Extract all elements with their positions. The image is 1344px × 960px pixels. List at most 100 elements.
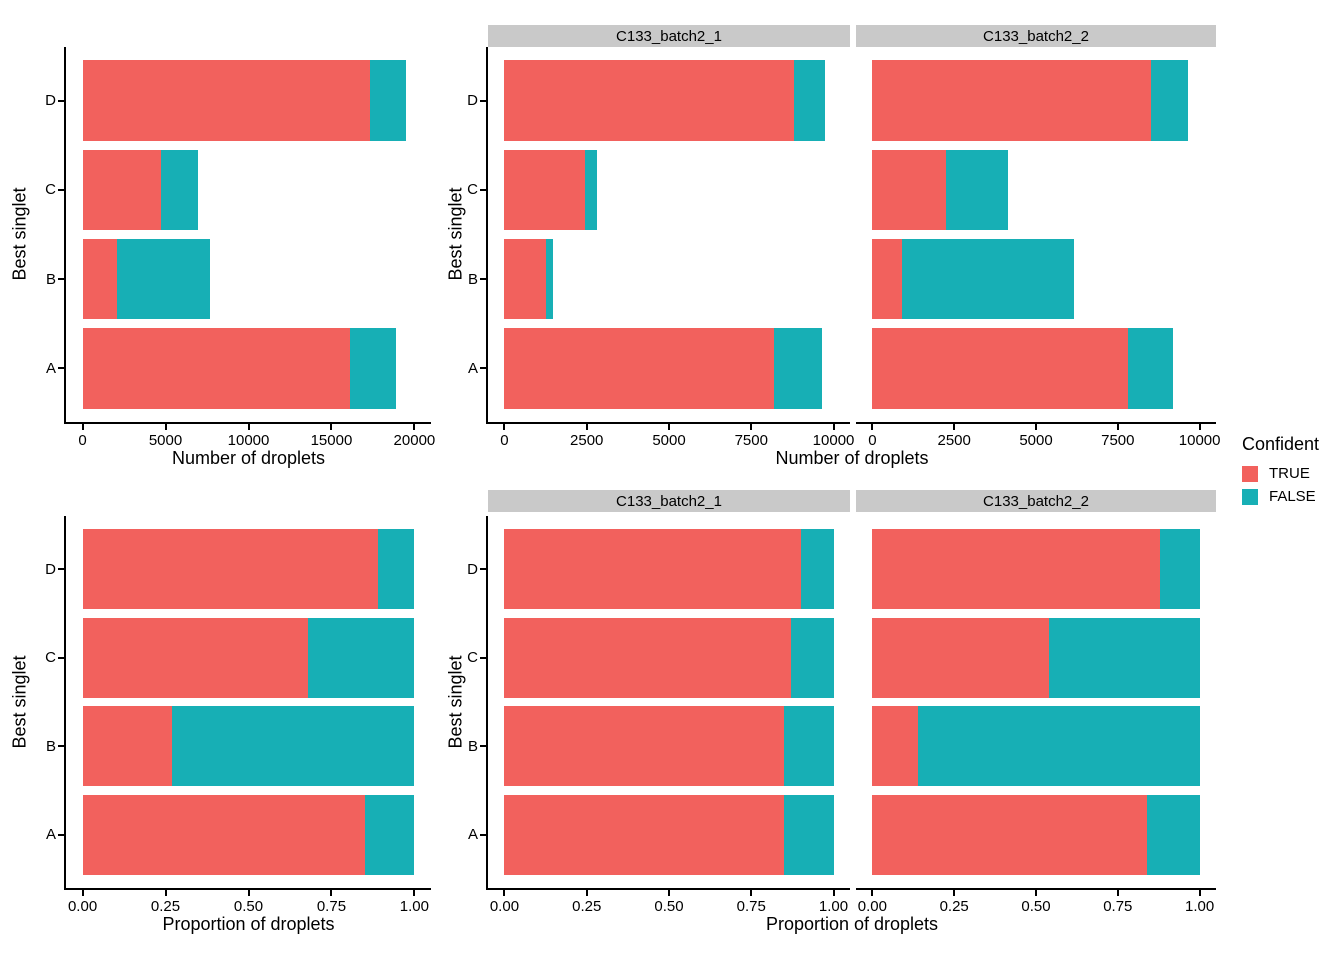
x-axis-line bbox=[486, 888, 850, 890]
facet-strip-counts-batch2-2: C133_batch2_2 bbox=[856, 25, 1216, 47]
x-tick-label: 1.00 bbox=[399, 898, 429, 915]
y-tick-mark bbox=[58, 568, 64, 571]
legend-swatch-false bbox=[1242, 488, 1258, 505]
x-axis-line bbox=[64, 888, 431, 890]
y-tick-mark bbox=[480, 188, 486, 191]
x-tick-label: 0.50 bbox=[233, 898, 264, 915]
x-tick-mark bbox=[585, 890, 588, 896]
bar-segment-true bbox=[872, 617, 1050, 698]
x-tick-label: 0.75 bbox=[316, 898, 347, 915]
bar-segment-true bbox=[504, 617, 791, 698]
x-axis-line bbox=[486, 422, 850, 424]
bar-segment-false bbox=[377, 529, 415, 609]
y-tick-label: B bbox=[467, 270, 478, 288]
y-tick-label: C bbox=[45, 181, 56, 199]
y-tick-label: A bbox=[467, 359, 478, 377]
x-tick-label: 0.25 bbox=[572, 898, 602, 915]
bar-segment-false bbox=[172, 706, 415, 787]
y-axis-title: Best singlet bbox=[9, 655, 30, 749]
y-tick-label: C bbox=[467, 181, 478, 199]
x-tick-mark bbox=[247, 424, 250, 430]
bar-segment-true bbox=[504, 706, 785, 787]
x-tick-label: 10000 bbox=[812, 432, 855, 449]
bar-segment-false bbox=[790, 617, 834, 698]
facet-strip-props-batch2-1: C133_batch2_1 bbox=[488, 490, 850, 512]
bar-segment-false bbox=[1150, 60, 1189, 141]
x-axis-title-counts: Number of droplets bbox=[171, 448, 326, 468]
x-tick-mark bbox=[832, 424, 835, 430]
x-tick-mark bbox=[871, 890, 874, 896]
legend: Confident TRUE FALSE bbox=[1242, 434, 1319, 505]
bar-segment-false bbox=[349, 328, 397, 409]
y-tick-mark bbox=[480, 656, 486, 659]
x-tick-mark bbox=[1116, 890, 1119, 896]
bar-segment-true bbox=[82, 149, 161, 231]
bar-segment-true bbox=[872, 529, 1161, 609]
bar-segment-true bbox=[504, 529, 801, 609]
legend-swatch-true bbox=[1242, 465, 1258, 482]
x-tick-mark bbox=[953, 424, 956, 430]
bar-segment-false bbox=[800, 529, 834, 609]
x-tick-label: 0.50 bbox=[1021, 898, 1051, 915]
bar-segment-true bbox=[504, 149, 586, 231]
x-tick-label: 5000 bbox=[652, 432, 686, 449]
x-tick-mark bbox=[164, 424, 167, 430]
x-axis-title-proportions: Proportion of droplets bbox=[765, 914, 939, 934]
y-axis-line bbox=[64, 516, 66, 890]
bar-segment-false bbox=[308, 617, 415, 698]
x-tick-mark bbox=[750, 424, 753, 430]
bar-segment-true bbox=[82, 60, 370, 141]
x-tick-label: 0 bbox=[868, 432, 877, 449]
x-tick-label: 7500 bbox=[1101, 432, 1135, 449]
bar-segment-false bbox=[784, 795, 834, 875]
bar-segment-false bbox=[901, 238, 1074, 320]
x-tick-mark bbox=[585, 424, 588, 430]
x-tick-mark bbox=[413, 424, 416, 430]
x-axis-line bbox=[856, 422, 1216, 424]
bar-segment-false bbox=[1127, 328, 1174, 409]
legend-title: Confident bbox=[1242, 434, 1320, 454]
x-axis-title-proportions: Proportion of droplets bbox=[162, 914, 335, 934]
x-tick-mark bbox=[164, 890, 167, 896]
x-tick-mark bbox=[247, 890, 250, 896]
x-tick-mark bbox=[1035, 890, 1037, 896]
y-tick-mark bbox=[480, 367, 486, 370]
bar-segment-true bbox=[872, 60, 1151, 141]
bar-segment-false bbox=[1160, 529, 1200, 609]
y-axis-line bbox=[64, 47, 66, 424]
bar-segment-true bbox=[872, 149, 946, 231]
bar-segment-false bbox=[545, 238, 554, 320]
y-axis-title: Best singlet bbox=[9, 187, 30, 281]
bar-segment-true bbox=[872, 706, 919, 787]
x-tick-mark bbox=[1116, 424, 1119, 430]
legend-label-false: FALSE bbox=[1269, 488, 1316, 505]
y-tick-mark bbox=[58, 745, 64, 748]
y-axis-line bbox=[486, 47, 488, 424]
bar-segment-false bbox=[364, 795, 415, 875]
y-tick-label: A bbox=[45, 359, 56, 377]
x-tick-mark bbox=[832, 890, 835, 896]
y-tick-label: A bbox=[467, 826, 478, 844]
x-tick-label: 7500 bbox=[734, 432, 768, 449]
legend-item-true: TRUE bbox=[1242, 465, 1319, 482]
bar-segment-true bbox=[872, 328, 1128, 409]
x-tick-label: 5000 bbox=[148, 432, 183, 449]
x-tick-label: 0.25 bbox=[150, 898, 181, 915]
x-tick-label: 0.00 bbox=[67, 898, 98, 915]
bar-segment-false bbox=[585, 149, 597, 231]
bar-segment-true bbox=[504, 328, 775, 409]
x-tick-label: 1.00 bbox=[818, 898, 849, 915]
x-tick-mark bbox=[81, 424, 84, 430]
bar-segment-false bbox=[117, 238, 211, 320]
x-tick-label: 0.75 bbox=[736, 898, 766, 915]
bar-segment-false bbox=[369, 60, 407, 141]
y-axis-title: Best singlet bbox=[445, 655, 466, 749]
y-tick-mark bbox=[58, 99, 64, 102]
bar-segment-true bbox=[504, 238, 546, 320]
facet-strip-counts-batch2-1: C133_batch2_1 bbox=[488, 25, 850, 47]
y-tick-label: C bbox=[467, 649, 478, 667]
bar-segment-false bbox=[794, 60, 826, 141]
x-tick-mark bbox=[330, 890, 333, 896]
x-tick-label: 2500 bbox=[937, 432, 971, 449]
